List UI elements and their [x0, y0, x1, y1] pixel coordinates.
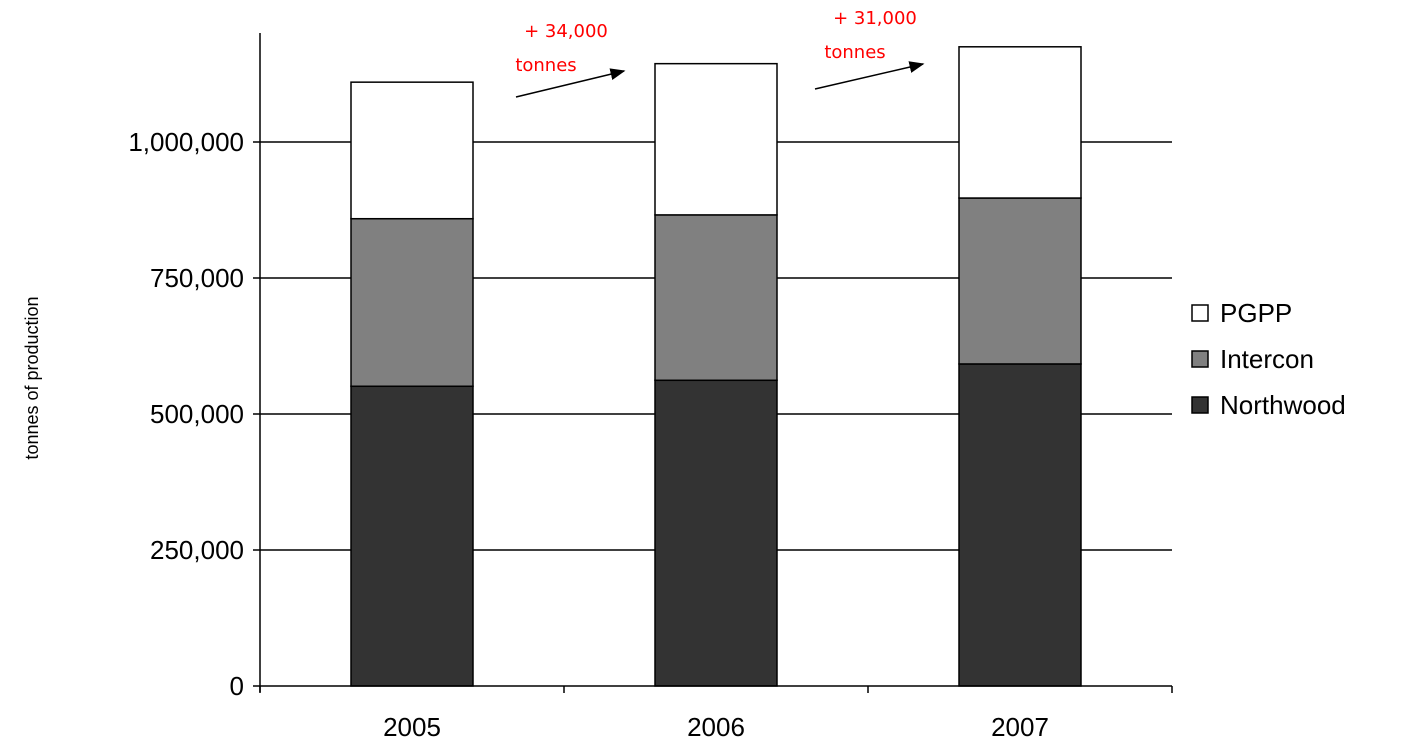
y-tick-label: 250,000: [150, 535, 244, 565]
y-tick-label: 500,000: [150, 399, 244, 429]
growth-arrow: [814, 61, 925, 90]
bar-segment-pgpp: [958, 46, 1082, 199]
bar-segment-northwood: [350, 385, 474, 687]
x-tick-label: 2006: [687, 712, 745, 742]
bar-segment-northwood: [654, 379, 778, 687]
bar-segment-pgpp: [350, 81, 474, 220]
bars: [350, 46, 1082, 687]
legend-swatch-pgpp: [1191, 304, 1209, 322]
y-tick-label: 0: [230, 671, 244, 701]
growth-annotation-unit: tonnes: [824, 42, 885, 63]
legend-swatch-northwood: [1191, 396, 1209, 414]
annotations: + 34,000 tonnes + 31,000 tonnes: [515, 8, 925, 98]
bar-segment-intercon: [958, 197, 1082, 365]
legend-swatch-intercon: [1191, 350, 1209, 368]
growth-annotation-amount: + 34,000: [524, 21, 608, 42]
tick-labels: 0 250,000 500,000 750,000 1,000,000 2005 2006 2…: [22, 127, 1049, 742]
bar-segment-intercon: [350, 217, 474, 388]
x-tick-label: 2007: [991, 712, 1049, 742]
y-tick-label: 1,000,000: [128, 127, 244, 157]
axes: [253, 33, 1173, 693]
bar-segment-northwood: [958, 363, 1082, 687]
growth-arrow: [515, 68, 626, 98]
legend: PGPP Intercon Northwood: [1191, 298, 1346, 420]
x-tick-label: 2005: [383, 712, 441, 742]
legend-label-northwood: Northwood: [1220, 390, 1346, 420]
y-tick-label: 750,000: [150, 263, 244, 293]
bar-segment-intercon: [654, 214, 778, 382]
growth-annotation-amount: + 31,000: [833, 8, 917, 29]
bar-segment-pgpp: [654, 62, 778, 216]
legend-label-pgpp: PGPP: [1220, 298, 1292, 328]
growth-annotation-unit: tonnes: [515, 55, 576, 76]
y-axis-title: tonnes of production: [22, 296, 42, 459]
legend-label-intercon: Intercon: [1220, 344, 1314, 374]
